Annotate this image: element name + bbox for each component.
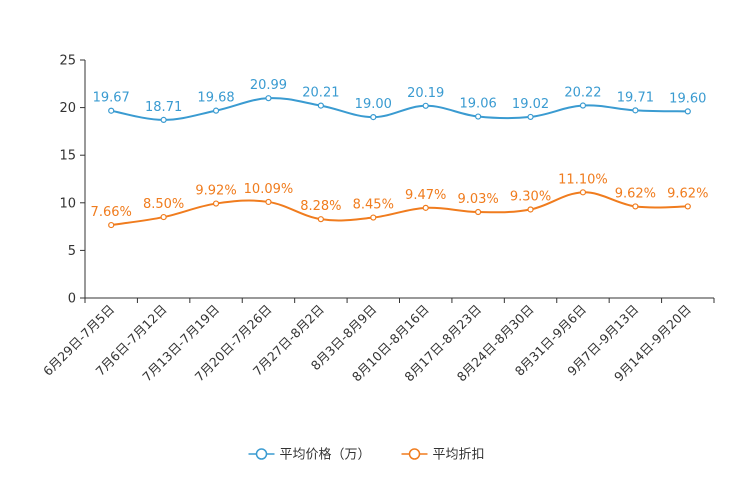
data-label: 19.00 — [355, 97, 392, 112]
data-point — [527, 113, 534, 121]
data-label: 8.45% — [353, 198, 394, 213]
data-point — [370, 214, 377, 221]
data-point — [160, 213, 167, 221]
data-label: 9.47% — [405, 188, 446, 203]
data-label: 9.03% — [457, 192, 498, 207]
data-point — [475, 208, 482, 216]
y-tick-label: 20 — [59, 101, 76, 116]
data-label: 20.99 — [250, 78, 287, 93]
legend-label-1: 平均价格（万） — [280, 447, 371, 463]
data-label: 7.66% — [91, 205, 132, 220]
data-point — [212, 200, 220, 207]
data-label: 19.06 — [460, 97, 497, 112]
y-tick-label: 25 — [59, 54, 76, 69]
data-point — [108, 107, 115, 114]
data-point — [317, 102, 324, 109]
data-point — [632, 203, 639, 210]
data-label: 11.10% — [558, 172, 608, 187]
data-point — [317, 216, 324, 223]
legend-marker-2 — [408, 448, 421, 460]
data-label: 9.30% — [510, 189, 551, 204]
data-label: 8.28% — [300, 199, 341, 214]
data-label: 8.50% — [143, 197, 184, 212]
data-point — [108, 221, 115, 229]
data-label: 18.71 — [145, 100, 182, 115]
data-point — [475, 113, 482, 120]
series-line-1 — [111, 97, 688, 121]
data-label: 20.21 — [302, 86, 339, 101]
data-label: 19.02 — [512, 97, 549, 112]
data-point — [632, 107, 639, 114]
data-point — [422, 204, 429, 211]
legend-marker-1 — [255, 448, 268, 460]
data-point — [527, 206, 534, 213]
data-point — [265, 95, 272, 102]
data-label: 9.62% — [667, 186, 708, 201]
y-tick-label: 10 — [59, 196, 76, 211]
data-point — [684, 108, 691, 115]
data-label: 19.71 — [617, 90, 654, 105]
data-label: 19.60 — [669, 91, 706, 106]
data-point — [579, 189, 587, 196]
data-point — [212, 107, 220, 114]
legend-label-2: 平均折扣 — [433, 448, 485, 463]
data-point — [370, 114, 377, 121]
data-label: 20.19 — [407, 86, 444, 101]
y-tick-label: 5 — [68, 244, 76, 259]
data-point — [579, 102, 587, 109]
y-tick-label: 15 — [59, 149, 76, 164]
data-label: 20.22 — [564, 86, 601, 101]
data-label: 9.92% — [195, 184, 236, 199]
data-label: 10.09% — [244, 182, 294, 197]
series-line-2 — [111, 191, 688, 227]
data-point — [160, 116, 167, 123]
data-label: 9.62% — [615, 186, 656, 201]
data-label: 19.67 — [93, 91, 130, 106]
data-point — [422, 102, 429, 109]
data-label: 19.68 — [197, 91, 234, 106]
y-tick-label: 0 — [68, 292, 76, 307]
data-point — [684, 203, 691, 210]
data-point — [265, 198, 272, 206]
